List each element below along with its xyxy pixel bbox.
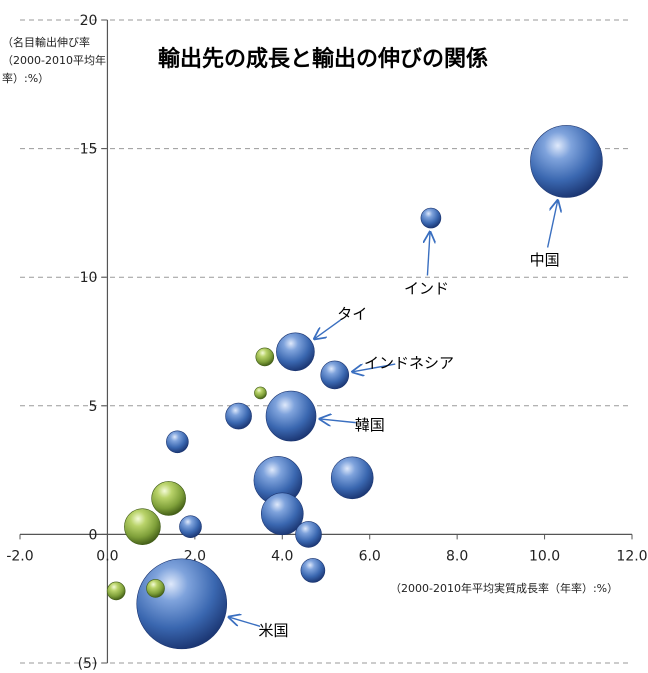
annotation-arrow	[427, 232, 430, 276]
bubble	[179, 515, 202, 538]
chart-title: 輸出先の成長と輸出の伸びの関係	[158, 46, 488, 72]
bubble	[300, 558, 326, 583]
x-tick-label: -2.0	[6, 548, 33, 564]
x-tick-labels: -2.0 0.0 2.0 4.0 6.0 8.0 10.0 12.0	[6, 548, 647, 564]
y-tick-label: 10	[80, 270, 98, 286]
bubble-米国	[136, 558, 228, 650]
annotation-arrow	[320, 419, 356, 423]
x-tick-label: 8.0	[446, 548, 468, 564]
annotation-label: インドネシア	[364, 354, 454, 372]
bubble	[254, 386, 267, 400]
bubble	[166, 430, 189, 454]
annotation-label: 韓国	[355, 416, 385, 434]
annotation-arrows	[229, 200, 558, 627]
x-tick-label: 6.0	[359, 548, 381, 564]
x-tick-label: 12.0	[616, 548, 647, 564]
bubble	[260, 492, 304, 536]
annotation-arrow	[546, 200, 558, 248]
bubble-インドネシア	[320, 360, 350, 390]
bubble	[151, 481, 186, 516]
axes	[19, 19, 633, 664]
y-tick-label: (5)	[78, 656, 98, 672]
y-tick-label: 15	[80, 142, 98, 158]
annotation-label: インド	[404, 279, 449, 297]
y-axis-label-line-3: 率）:%）	[2, 71, 49, 85]
x-tick-label: 10.0	[529, 548, 560, 564]
bubbles	[106, 125, 603, 650]
bubble-韓国	[265, 390, 317, 442]
bubble-中国	[530, 125, 603, 198]
bubble-インド	[420, 207, 442, 229]
y-axis-label-line-2: （2000-2010平均年	[2, 53, 106, 67]
annotation-arrow	[229, 617, 261, 627]
annotation-arrow	[352, 363, 396, 372]
bubble	[124, 508, 161, 545]
y-tick-labels: 20 15 10 5 0 (5)	[78, 13, 98, 672]
annotation-label: 米国	[259, 622, 289, 640]
y-tick-label: 5	[89, 399, 98, 415]
grid-lines	[20, 19, 632, 664]
bubble-タイ	[276, 332, 315, 372]
x-axis-label: （2000-2010年平均実質成長率（年率）:%）	[390, 581, 618, 595]
bubble	[106, 581, 126, 601]
x-tick-label: 0.0	[96, 548, 118, 564]
bubble	[330, 456, 374, 500]
bubble	[295, 521, 322, 548]
annotation-label: タイ	[337, 305, 367, 323]
y-tick-label: 0	[89, 527, 98, 543]
y-axis-label-line-1: （名目輸出伸び率	[2, 35, 90, 49]
y-tick-label: 20	[80, 13, 98, 29]
annotation-arrow	[314, 319, 342, 339]
x-tick-label: 4.0	[271, 548, 293, 564]
bubble	[225, 402, 252, 430]
annotation-label: 中国	[530, 251, 560, 269]
bubble	[255, 347, 275, 367]
bubble	[146, 579, 165, 598]
